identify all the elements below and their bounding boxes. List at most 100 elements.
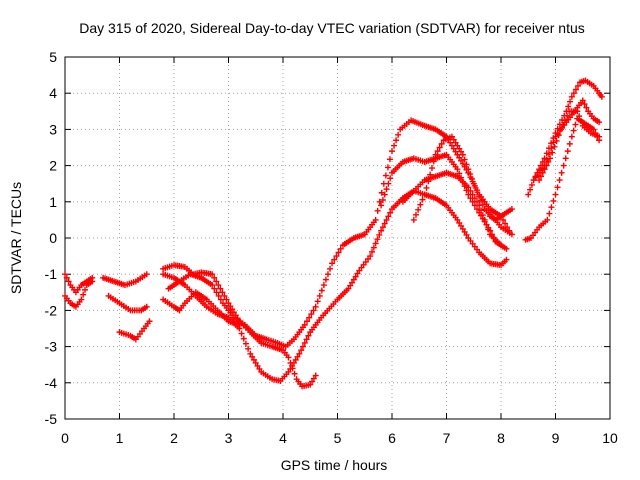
- data-point: [430, 158, 437, 165]
- data-point: [463, 161, 470, 168]
- data-point: [549, 149, 556, 156]
- x-tick-label: 2: [170, 430, 178, 446]
- data-point: [215, 292, 222, 299]
- data-point: [557, 126, 564, 133]
- data-point: [547, 155, 554, 162]
- chart-title: Day 315 of 2020, Sidereal Day-to-day VTE…: [79, 20, 585, 36]
- data-point: [438, 140, 445, 147]
- y-tick-label: 5: [49, 49, 57, 65]
- data-point: [211, 274, 218, 281]
- data-point: [245, 345, 252, 352]
- data-point: [528, 181, 535, 188]
- data-points: [62, 77, 605, 390]
- data-point: [454, 142, 461, 149]
- y-tick-label: -2: [45, 302, 58, 318]
- data-point: [471, 195, 478, 202]
- data-point: [320, 282, 327, 289]
- data-point: [354, 270, 361, 277]
- series-trace-l: [399, 169, 510, 252]
- data-point: [242, 340, 249, 347]
- data-point: [539, 158, 546, 165]
- data-point: [556, 177, 563, 184]
- data-point: [80, 291, 87, 298]
- data-point: [570, 127, 577, 134]
- data-point: [530, 177, 537, 184]
- data-point: [387, 175, 394, 182]
- data-point: [310, 375, 317, 382]
- y-tick-label: -1: [45, 266, 58, 282]
- data-point: [527, 186, 534, 193]
- data-point: [287, 365, 294, 372]
- data-point: [592, 130, 599, 137]
- data-point: [309, 378, 316, 385]
- data-point: [412, 211, 419, 218]
- data-point: [583, 104, 590, 111]
- data-point: [541, 166, 548, 173]
- x-tick-label: 1: [116, 430, 124, 446]
- data-point: [209, 271, 216, 278]
- data-point: [450, 136, 457, 143]
- data-point: [458, 222, 465, 229]
- data-point: [410, 216, 417, 223]
- data-point: [289, 362, 296, 369]
- data-point: [568, 93, 575, 100]
- data-point: [143, 303, 150, 310]
- y-tick-label: 2: [49, 158, 57, 174]
- data-point: [558, 169, 565, 176]
- data-point: [465, 184, 472, 191]
- data-point: [229, 306, 236, 313]
- data-point: [285, 354, 292, 361]
- data-point: [594, 133, 601, 140]
- x-tick-label: 6: [388, 430, 396, 446]
- data-point: [379, 196, 386, 203]
- data-point: [301, 339, 308, 346]
- data-point: [374, 236, 381, 243]
- data-point: [417, 201, 424, 208]
- data-point: [474, 198, 481, 205]
- data-point: [560, 162, 567, 169]
- data-point: [308, 311, 315, 318]
- data-point: [532, 173, 539, 180]
- data-point: [369, 248, 376, 255]
- data-point: [552, 191, 559, 198]
- data-point: [249, 353, 256, 360]
- data-point: [213, 289, 220, 296]
- data-point: [566, 140, 573, 147]
- data-point: [329, 260, 336, 267]
- data-point: [459, 151, 466, 158]
- data-point: [215, 282, 222, 289]
- y-tick-label: 3: [49, 121, 57, 137]
- data-point: [536, 166, 543, 173]
- data-point: [312, 303, 319, 310]
- data-point: [385, 213, 392, 220]
- data-point: [290, 359, 297, 366]
- data-point: [379, 224, 386, 231]
- series-trace-i: [160, 289, 243, 328]
- data-point: [217, 285, 224, 292]
- data-point: [572, 121, 579, 128]
- data-point: [386, 156, 393, 163]
- axis-ticks: [64, 56, 611, 420]
- data-point: [476, 202, 483, 209]
- data-point: [479, 212, 486, 219]
- data-point: [303, 318, 310, 325]
- data-point: [544, 216, 551, 223]
- data-point: [581, 101, 588, 108]
- data-point: [296, 350, 303, 357]
- data-point: [567, 98, 574, 105]
- data-point: [376, 231, 383, 238]
- series-trace-c: [100, 271, 150, 289]
- data-point: [537, 162, 544, 169]
- x-tick-label: 0: [61, 430, 69, 446]
- y-tick-label: 0: [49, 230, 57, 246]
- data-point: [383, 186, 390, 193]
- data-point: [395, 131, 402, 138]
- x-tick-label: 3: [225, 430, 233, 446]
- data-point: [503, 245, 510, 252]
- data-point: [459, 225, 466, 232]
- data-point: [347, 282, 354, 289]
- data-point: [374, 207, 381, 214]
- data-point: [254, 362, 261, 369]
- data-point: [467, 187, 474, 194]
- x-tick-label: 8: [497, 430, 505, 446]
